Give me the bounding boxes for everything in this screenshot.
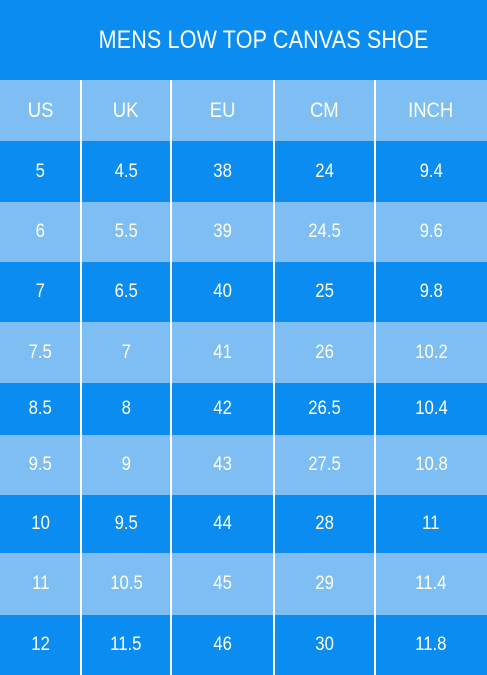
cell-us: 9.5 (28, 454, 53, 475)
cell-inch: 11.4 (415, 573, 447, 594)
table-row: 11 10.5 45 29 11.4 (0, 553, 487, 615)
cell-inch: 11 (422, 513, 440, 534)
column-divider (273, 80, 275, 675)
cell-uk: 9 (121, 454, 131, 475)
cell-eu: 40 (213, 281, 232, 302)
cell-eu: 45 (213, 573, 232, 594)
cell-inch: 10.8 (414, 454, 448, 475)
cell-cm: 24 (315, 160, 334, 182)
cell-uk: 8 (121, 398, 131, 419)
cell-eu: 42 (213, 398, 232, 419)
cell-inch: 9.6 (419, 221, 443, 242)
cell-us: 7 (35, 281, 46, 302)
cell-cm: 26.5 (308, 398, 341, 419)
cell-us: 12 (31, 634, 50, 655)
cell-uk: 9.5 (114, 513, 138, 534)
cell-eu: 39 (213, 221, 232, 242)
table-row: 12 11.5 46 30 11.8 (0, 615, 487, 675)
cell-cm: 28 (315, 513, 334, 534)
table-row: 7 6.5 40 25 9.8 (0, 262, 487, 322)
cell-eu: 38 (213, 160, 232, 182)
cell-us: 7.5 (28, 341, 53, 363)
cell-us: 11 (31, 573, 50, 594)
table-row: 10 9.5 44 28 11 (0, 495, 487, 553)
cell-uk: 5.5 (114, 221, 138, 242)
cell-inch: 10.4 (414, 398, 448, 419)
table-row: 7.5 7 41 26 10.2 (0, 322, 487, 383)
cell-cm: 26 (315, 341, 334, 363)
cell-cm: 29 (315, 573, 334, 594)
table-row: 9.5 9 43 27.5 10.8 (0, 435, 487, 495)
table-row: 8.5 8 42 26.5 10.4 (0, 383, 487, 435)
cell-cm: 27.5 (308, 454, 341, 475)
cell-cm: 24.5 (308, 221, 341, 242)
cell-inch: 9.8 (419, 281, 443, 302)
chart-title-text: MENS LOW TOP CANVAS SHOE (98, 26, 429, 54)
cell-eu: 41 (213, 341, 232, 363)
column-header-uk: UK (113, 98, 139, 122)
cell-eu: 46 (213, 634, 232, 655)
table-row: 5 4.5 38 24 9.4 (0, 141, 487, 202)
cell-eu: 44 (213, 513, 232, 534)
column-divider (170, 80, 172, 675)
cell-uk: 6.5 (114, 281, 138, 302)
cell-uk: 10.5 (109, 573, 143, 594)
column-divider (80, 80, 82, 675)
column-header-us: US (27, 98, 54, 122)
cell-us: 10 (31, 513, 50, 534)
chart-title: MENS LOW TOP CANVAS SHOE (36, 0, 456, 80)
cell-eu: 43 (213, 454, 232, 475)
column-header-eu: EU (209, 98, 236, 122)
cell-inch: 10.2 (414, 341, 448, 363)
table-row: 6 5.5 39 24.5 9.6 (0, 202, 487, 262)
cell-us: 6 (35, 221, 46, 242)
cell-uk: 4.5 (114, 160, 138, 182)
cell-us: 8.5 (28, 398, 53, 419)
cell-inch: 9.4 (419, 160, 443, 182)
column-divider (374, 80, 376, 675)
cell-us: 5 (35, 160, 46, 182)
cell-inch: 11.8 (415, 634, 447, 655)
column-header-inch: INCH (408, 98, 454, 122)
cell-uk: 11.5 (110, 634, 142, 655)
header-row: US UK EU CM INCH (0, 80, 487, 141)
cell-uk: 7 (121, 341, 131, 363)
cell-cm: 25 (315, 281, 334, 302)
column-header-cm: CM (310, 98, 339, 122)
cell-cm: 30 (315, 634, 334, 655)
